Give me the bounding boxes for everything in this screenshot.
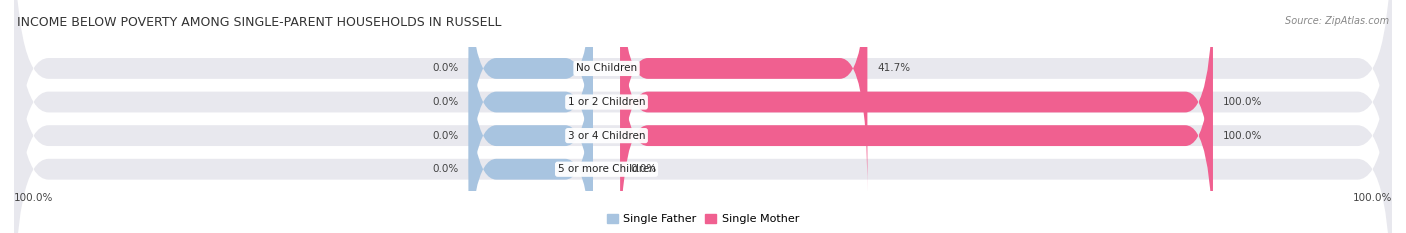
Text: 100.0%: 100.0% [1223,131,1263,141]
Text: 100.0%: 100.0% [1353,193,1392,203]
FancyBboxPatch shape [14,0,1392,233]
Text: Source: ZipAtlas.com: Source: ZipAtlas.com [1285,16,1389,26]
Text: 0.0%: 0.0% [432,164,458,174]
Text: 100.0%: 100.0% [14,193,53,203]
FancyBboxPatch shape [468,0,593,226]
Text: INCOME BELOW POVERTY AMONG SINGLE-PARENT HOUSEHOLDS IN RUSSELL: INCOME BELOW POVERTY AMONG SINGLE-PARENT… [17,16,502,29]
FancyBboxPatch shape [620,0,1213,226]
FancyBboxPatch shape [14,0,1392,233]
FancyBboxPatch shape [620,12,1213,233]
Text: 0.0%: 0.0% [631,164,657,174]
Text: No Children: No Children [576,63,637,73]
FancyBboxPatch shape [14,12,1392,233]
FancyBboxPatch shape [468,45,593,233]
Text: 3 or 4 Children: 3 or 4 Children [568,131,645,141]
Text: 1 or 2 Children: 1 or 2 Children [568,97,645,107]
FancyBboxPatch shape [468,12,593,233]
Text: 0.0%: 0.0% [432,131,458,141]
FancyBboxPatch shape [14,0,1392,226]
FancyBboxPatch shape [468,0,593,192]
Text: 41.7%: 41.7% [877,63,911,73]
Legend: Single Father, Single Mother: Single Father, Single Mother [602,210,804,229]
Text: 0.0%: 0.0% [432,63,458,73]
Text: 0.0%: 0.0% [432,97,458,107]
FancyBboxPatch shape [620,0,868,192]
Text: 100.0%: 100.0% [1223,97,1263,107]
Text: 5 or more Children: 5 or more Children [558,164,655,174]
